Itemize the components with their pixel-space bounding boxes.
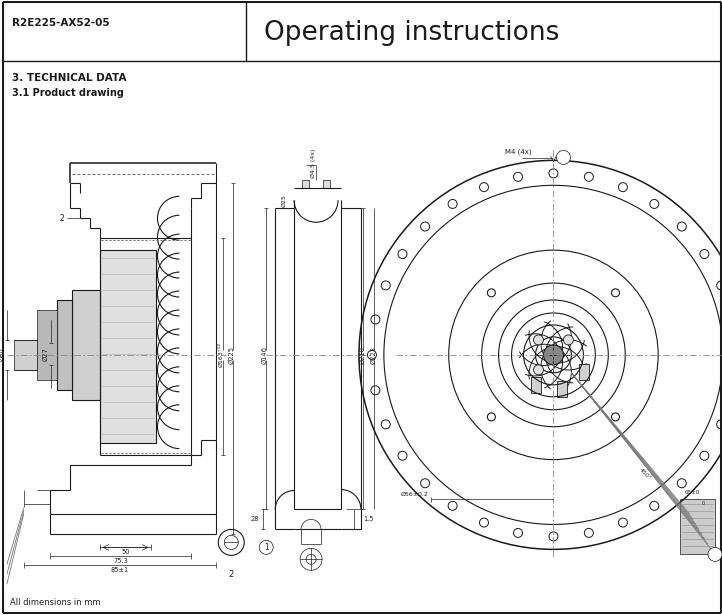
Text: 1.5: 1.5 [363,517,373,523]
Text: Ø210: Ø210 [360,346,366,364]
Text: Ø225: Ø225 [228,346,234,364]
Text: 1: 1 [264,543,269,552]
Text: Ø56±0.2: Ø56±0.2 [401,491,429,496]
Text: 3: 3 [713,550,718,559]
Bar [302,180,309,188]
Text: 85±1: 85±1 [110,567,129,573]
Bar [579,364,588,380]
Bar [71,290,100,400]
Circle shape [534,365,544,375]
Text: Ø4.5 (4x): Ø4.5 (4x) [311,149,316,178]
Text: 0: 0 [702,501,705,507]
Text: Ø80: Ø80 [0,347,5,361]
Text: Operating instructions: Operating instructions [264,20,560,46]
Text: 65±0: 65±0 [685,490,700,494]
Text: All dimensions in mm: All dimensions in mm [10,598,100,607]
Bar [37,310,57,380]
Circle shape [544,345,563,365]
Text: 75.3: 75.3 [113,558,128,565]
Bar [680,499,715,554]
Text: 2: 2 [229,570,234,579]
Circle shape [563,335,573,345]
Text: R2E225-AX52-05: R2E225-AX52-05 [12,18,110,28]
Text: 50: 50 [121,549,130,555]
Text: 28: 28 [251,517,259,523]
Text: Ø146: Ø146 [261,346,267,364]
Bar [531,377,541,393]
Text: Ø163⁺⁰²: Ø163⁺⁰² [219,343,224,367]
Bar [557,381,567,397]
Text: 3. TECHNICAL DATA: 3. TECHNICAL DATA [12,73,126,82]
Bar [57,300,71,390]
Text: M4 (4x): M4 (4x) [505,149,531,156]
Text: 450°: 450° [638,467,652,482]
Bar [323,180,330,188]
Bar [14,340,37,370]
Text: Ø223: Ø223 [371,346,377,364]
Bar [100,250,157,443]
Text: 2: 2 [561,153,566,162]
Circle shape [557,151,570,164]
Text: 2: 2 [60,214,65,223]
Text: Ø25: Ø25 [281,194,286,207]
Circle shape [708,547,722,561]
Text: 3.1 Product drawing: 3.1 Product drawing [12,87,123,98]
Circle shape [534,335,544,345]
Text: Ø27: Ø27 [43,347,49,361]
